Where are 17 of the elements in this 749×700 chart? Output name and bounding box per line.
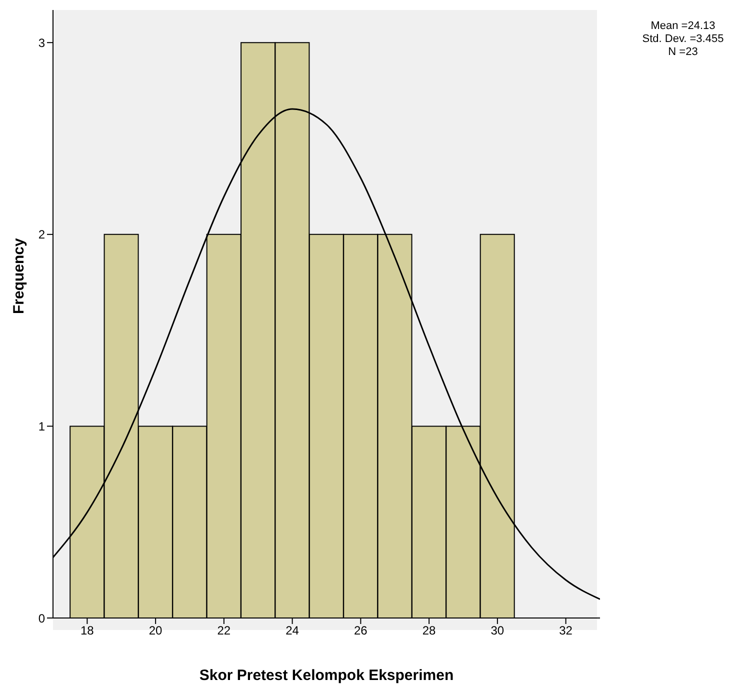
y-tick-label: 1 xyxy=(38,419,46,434)
text: Std. Dev. =3.455 xyxy=(641,33,725,46)
x-tick-label: 32 xyxy=(559,624,573,638)
x-tick-label: 28 xyxy=(422,624,436,638)
x-tick-label: 20 xyxy=(148,624,163,638)
x-tick-label: 22 xyxy=(217,624,231,638)
x-tick-label: 18 xyxy=(80,624,94,638)
y-tick-label: 3 xyxy=(38,36,46,50)
x-tick-label: 26 xyxy=(354,624,368,638)
x-tick-label: 24 xyxy=(286,624,300,638)
x-tick-label: 30 xyxy=(490,624,504,638)
x-axis-title: Skor Pretest Kelompok Eksperimen xyxy=(199,667,454,684)
text: N =23 xyxy=(667,46,699,59)
y-axis-title: Frequency xyxy=(10,237,28,314)
y-tick-label: 0 xyxy=(38,611,46,626)
text: Mean =24.13 xyxy=(650,20,716,33)
y-tick-label: 2 xyxy=(38,228,46,242)
